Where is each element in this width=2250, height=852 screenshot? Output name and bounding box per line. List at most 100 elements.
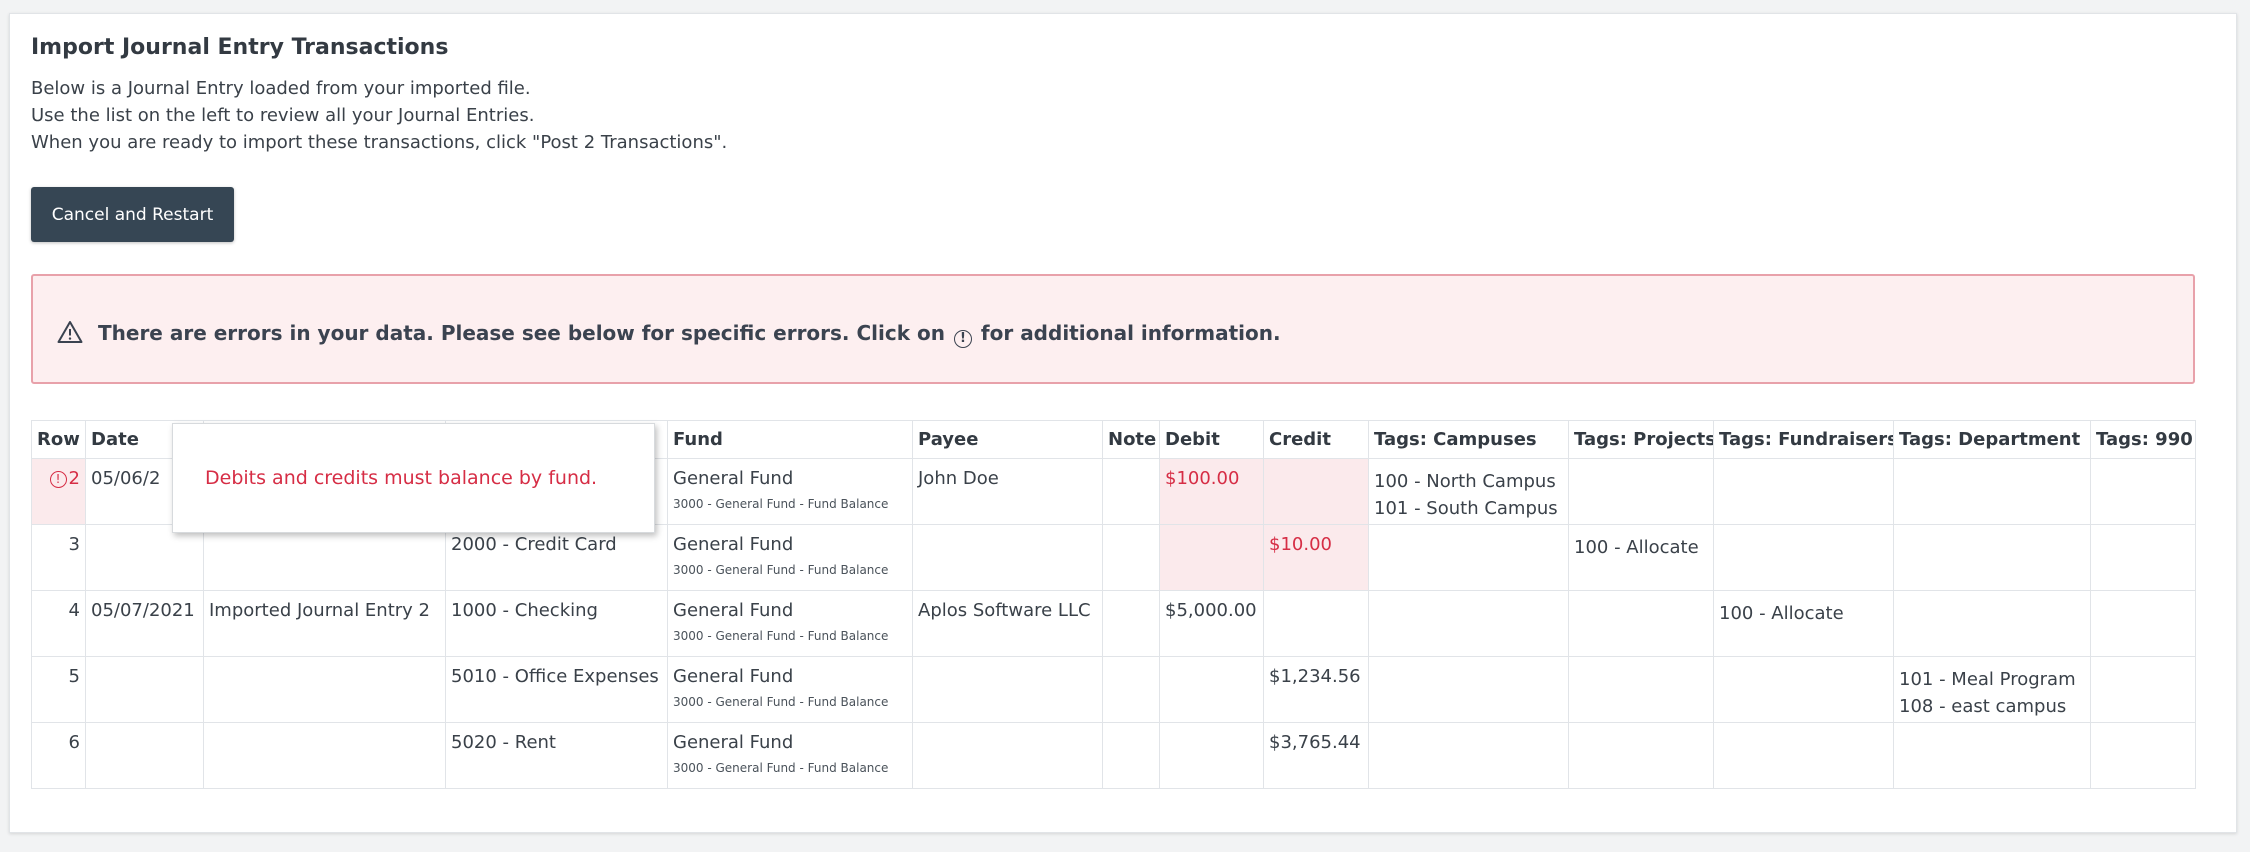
alert-text: There are errors in your data. Please se…: [98, 321, 945, 345]
tags-campuses-cell: [1368, 656, 1569, 723]
table-row: 4 05/07/2021 Imported Journal Entry 2 10…: [31, 590, 2196, 657]
tag-value: 100 - Allocate: [1719, 603, 1844, 624]
account-cell: 2000 - Credit Card: [445, 524, 668, 591]
tooltip-message: Debits and credits must balance by fund.: [205, 467, 598, 489]
row-number-cell: 5: [31, 656, 86, 723]
tags-department-cell: [1893, 524, 2091, 591]
tag-value: 100 - North Campus: [1374, 471, 1556, 492]
tags-campuses-cell: [1368, 590, 1569, 657]
note-cell: [1102, 656, 1160, 723]
tags-fundraisers-cell: [1713, 458, 1894, 525]
column-header-note: Note: [1102, 420, 1160, 459]
debit-cell: $100.00: [1159, 458, 1264, 525]
warning-icon: [57, 321, 83, 343]
description-cell: Imported Journal Entry 2: [203, 590, 446, 657]
info-circle-icon: !: [953, 330, 972, 348]
tags-fundraisers-cell: 100 - Allocate: [1713, 590, 1894, 657]
debit-cell: [1159, 524, 1264, 591]
transactions-table: Row Date Fund Payee Note Debit Credit Ta…: [31, 420, 2196, 789]
column-header-tags-campuses: Tags: Campuses: [1368, 420, 1569, 459]
error-tooltip: Debits and credits must balance by fund.: [172, 423, 655, 533]
fund-name: General Fund: [673, 600, 794, 621]
payee-cell: [912, 722, 1103, 789]
debit-cell: $5,000.00: [1159, 590, 1264, 657]
page-title: Import Journal Entry Transactions: [31, 35, 449, 60]
page-description: Below is a Journal Entry loaded from you…: [31, 75, 727, 156]
description-cell: [203, 722, 446, 789]
tags-department-cell: [1893, 590, 2091, 657]
alert-text: for additional information.: [980, 321, 1281, 345]
tags-projects-cell: [1568, 656, 1714, 723]
tags-department-cell: [1893, 458, 2091, 525]
error-alert: There are errors in your data. Please se…: [31, 274, 2195, 384]
description-line: When you are ready to import these trans…: [31, 132, 728, 153]
fund-cell: General Fund 3000 - General Fund - Fund B…: [667, 722, 913, 789]
column-header-debit: Debit: [1159, 420, 1264, 459]
fund-balance-account: 3000 - General Fund - Fund Balance: [673, 563, 889, 577]
column-header-payee: Payee: [912, 420, 1103, 459]
table-row: 5 5010 - Office Expenses General Fund 300…: [31, 656, 2196, 723]
row-number-cell: 4: [31, 590, 86, 657]
credit-cell: [1263, 458, 1369, 525]
fund-balance-account: 3000 - General Fund - Fund Balance: [673, 761, 889, 775]
note-cell: [1102, 590, 1160, 657]
credit-cell: $1,234.56: [1263, 656, 1369, 723]
description-cell: [203, 656, 446, 723]
tags-campuses-cell: [1368, 722, 1569, 789]
tag-value: 108 - east campus: [1899, 696, 2067, 717]
tags-campuses-cell: 100 - North Campus 101 - South Campus: [1368, 458, 1569, 525]
tags-fundraisers-cell: [1713, 656, 1894, 723]
description-line: Use the list on the left to review all y…: [31, 105, 535, 126]
fund-balance-account: 3000 - General Fund - Fund Balance: [673, 695, 889, 709]
column-header-row: Row: [31, 420, 86, 459]
fund-name: General Fund: [673, 666, 794, 687]
tags-fundraisers-cell: [1713, 524, 1894, 591]
payee-cell: John Doe: [912, 458, 1103, 525]
tags-990-cell: [2090, 590, 2196, 657]
fund-cell: General Fund 3000 - General Fund - Fund B…: [667, 656, 913, 723]
tag-value: 100 - Allocate: [1574, 537, 1699, 558]
fund-cell: General Fund 3000 - General Fund - Fund B…: [667, 458, 913, 525]
cancel-and-restart-button[interactable]: Cancel and Restart: [31, 187, 234, 242]
fund-name: General Fund: [673, 732, 794, 753]
table-row: 3 2000 - Credit Card General Fund 3000 - …: [31, 524, 2196, 591]
column-header-credit: Credit: [1263, 420, 1369, 459]
row-number-cell: ! 2: [31, 458, 86, 525]
fund-cell: General Fund 3000 - General Fund - Fund B…: [667, 524, 913, 591]
credit-cell: $10.00: [1263, 524, 1369, 591]
column-header-tags-990: Tags: 990: [2090, 420, 2196, 459]
date-cell: [85, 722, 204, 789]
date-cell: 05/07/2021: [85, 590, 204, 657]
tags-projects-cell: [1568, 722, 1714, 789]
payee-cell: [912, 656, 1103, 723]
description-line: Below is a Journal Entry loaded from you…: [31, 78, 531, 99]
note-cell: [1102, 722, 1160, 789]
row-number-cell: 6: [31, 722, 86, 789]
tag-value: 101 - South Campus: [1374, 498, 1558, 519]
column-header-tags-projects: Tags: Projects: [1568, 420, 1714, 459]
tags-990-cell: [2090, 656, 2196, 723]
row-number: 2: [68, 468, 80, 489]
tags-projects-cell: 100 - Allocate: [1568, 524, 1714, 591]
fund-balance-account: 3000 - General Fund - Fund Balance: [673, 497, 889, 511]
debit-cell: [1159, 656, 1264, 723]
account-cell: 5020 - Rent: [445, 722, 668, 789]
note-cell: [1102, 524, 1160, 591]
column-header-tags-fundraisers: Tags: Fundraisers: [1713, 420, 1894, 459]
description-cell: [203, 524, 446, 591]
tags-990-cell: [2090, 722, 2196, 789]
payee-cell: Aplos Software LLC: [912, 590, 1103, 657]
error-info-icon[interactable]: !: [49, 471, 67, 488]
tags-campuses-cell: [1368, 524, 1569, 591]
credit-cell: [1263, 590, 1369, 657]
fund-name: General Fund: [673, 468, 794, 489]
note-cell: [1102, 458, 1160, 525]
row-number-cell: 3: [31, 524, 86, 591]
fund-name: General Fund: [673, 534, 794, 555]
account-cell: 5010 - Office Expenses: [445, 656, 668, 723]
alert-message: There are errors in your data. Please se…: [98, 321, 1281, 348]
date-cell: [85, 524, 204, 591]
column-header-tags-department: Tags: Department: [1893, 420, 2091, 459]
table-row: 6 5020 - Rent General Fund 3000 - General…: [31, 722, 2196, 789]
debit-cell: [1159, 722, 1264, 789]
